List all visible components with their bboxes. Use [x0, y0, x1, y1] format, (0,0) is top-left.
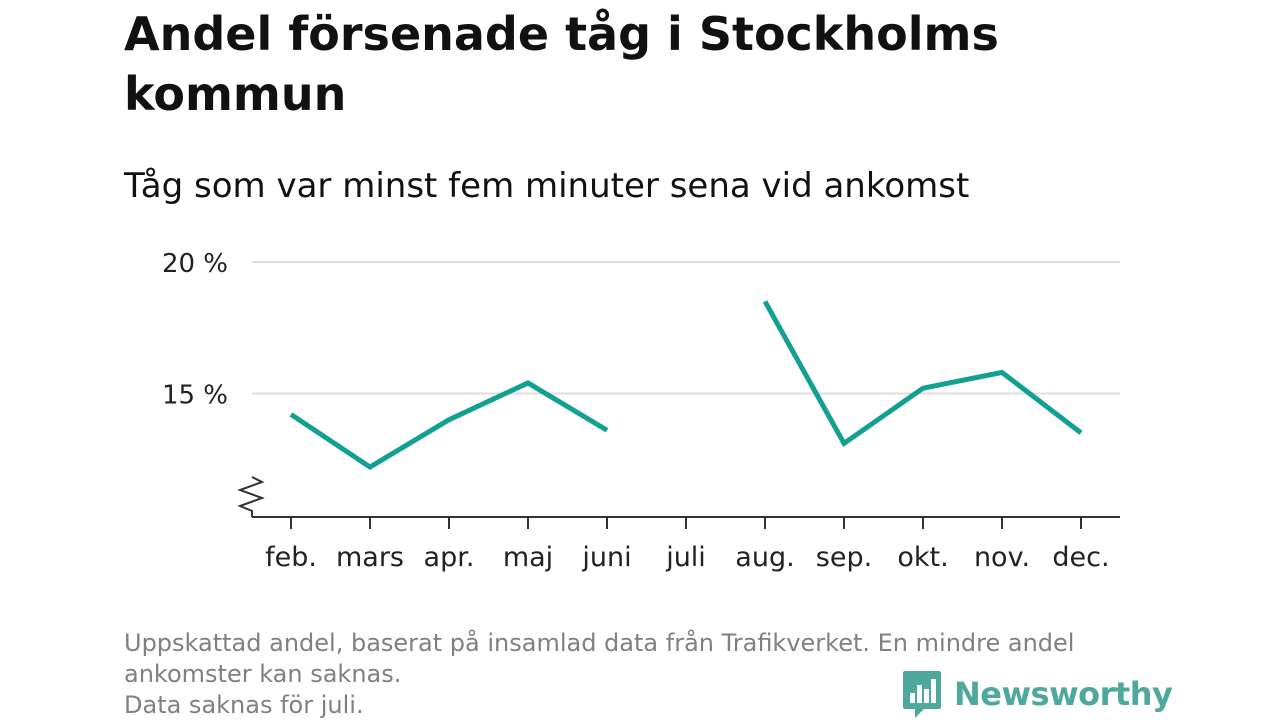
x-tick-label: aug.	[735, 542, 794, 573]
x-tick-label: maj	[503, 542, 553, 573]
series-lines	[289, 300, 1083, 471]
y-tick-label: 20 %	[162, 249, 228, 279]
bar-chart-speech-bubble-icon	[903, 671, 941, 718]
x-axis	[252, 516, 1120, 529]
x-tick-label: sep.	[816, 542, 872, 573]
x-tick-label: feb.	[265, 542, 317, 573]
x-tick-label: apr.	[424, 542, 475, 573]
x-tick-label: dec.	[1052, 542, 1109, 573]
footnote: Uppskattad andel, baserat på insamlad da…	[124, 628, 1154, 720]
newsworthy-logo: Newsworthy	[902, 668, 1173, 720]
series-line-segment	[762, 300, 1083, 448]
footnote-line: Uppskattad andel, baserat på insamlad da…	[124, 629, 1075, 657]
x-tick-label: mars	[336, 542, 404, 573]
x-tick-label: juni	[581, 542, 631, 573]
axis-break-zigzag	[237, 476, 265, 517]
brand-name: Newsworthy	[954, 675, 1173, 713]
footnote-line: ankomster kan saknas.	[124, 660, 402, 688]
chart-title: Andel försenade tåg i Stockholms kommun	[124, 7, 999, 121]
line-chart: 15 % 20 % feb. mars apr. maj juni juli aug. sep.…	[162, 249, 1120, 573]
y-axis-tick-labels: 15 % 20 %	[162, 249, 228, 410]
series-line-segment	[289, 380, 609, 471]
x-axis-tick-labels: feb. mars apr. maj juni juli aug. sep. okt. nov. d…	[265, 542, 1110, 573]
chart-subtitle: Tåg som var minst fem minuter sena vid a…	[124, 166, 970, 206]
y-tick-label: 15 %	[162, 380, 228, 410]
y-axis-break-icon	[237, 476, 265, 517]
x-tick-label: okt.	[897, 542, 948, 573]
footnote-line: Data saknas för juli.	[124, 691, 364, 719]
x-tick-label: juli	[665, 542, 706, 573]
grid-lines	[252, 261, 1120, 395]
x-tick-label: nov.	[974, 542, 1030, 573]
